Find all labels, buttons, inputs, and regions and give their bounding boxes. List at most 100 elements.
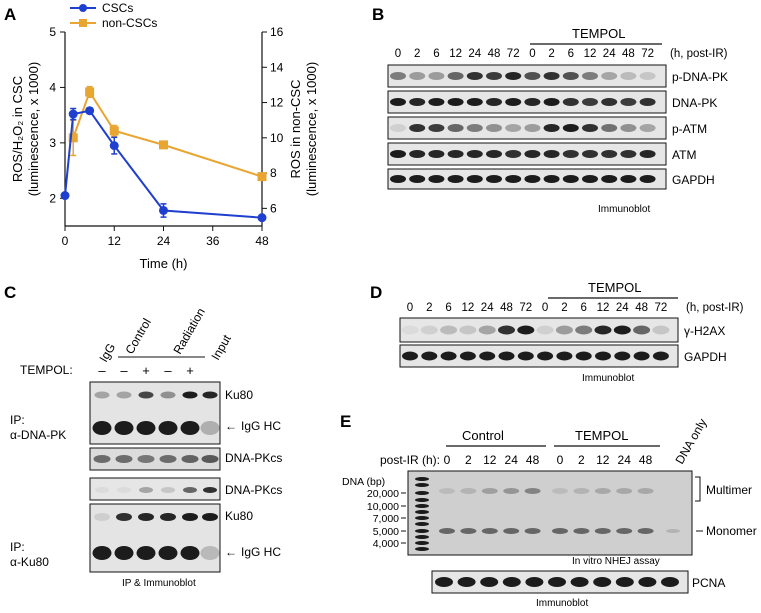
band — [390, 175, 406, 183]
lane-label: 0 — [542, 302, 548, 314]
band — [505, 72, 522, 80]
pcna-band — [525, 577, 544, 587]
label-igghc-top: IgG HC — [241, 419, 281, 433]
band-ku80-top — [94, 391, 110, 399]
band-dnapkcs-mid — [159, 455, 177, 463]
legend-label-0: CSCs — [102, 1, 133, 15]
band — [486, 98, 502, 106]
panel-d: D TEMPOL 0 2 6 12 24 48 72 0 2 6 12 24 48 72 (h, post… — [370, 278, 761, 388]
band-h2ax — [575, 325, 593, 335]
band-gapdh — [402, 351, 418, 361]
legend-marker-csc — [79, 4, 87, 12]
band — [601, 72, 618, 80]
gel-image — [407, 470, 693, 556]
band-dnapkcs-bottom — [139, 487, 153, 493]
panel-d-footer: Immunoblot — [582, 373, 634, 384]
lane-label: 2 — [426, 302, 432, 314]
monomer-label: Monomer — [706, 524, 757, 538]
col-input: Input — [208, 332, 234, 363]
series-line-0 — [64, 109, 263, 219]
panel-d-blot: D TEMPOL 0 2 6 12 24 48 72 0 2 6 12 24 48 72 (h, post… — [370, 280, 744, 384]
lane-label: 6 — [445, 302, 451, 314]
lane-label: 48 — [622, 48, 635, 60]
post-ir-label: post-IR (h): — [380, 453, 440, 467]
band-igghc-top — [92, 421, 112, 435]
multimer-band — [552, 488, 568, 494]
lane-label: 72 — [655, 302, 668, 314]
band — [409, 175, 426, 183]
band — [639, 175, 656, 183]
panel-e-gel: E Control TEMPOL DNA only post-IR (h): 0… — [340, 412, 757, 609]
lane-label: 12 — [597, 302, 610, 314]
pcna-band — [435, 577, 453, 587]
band-gapdh — [575, 351, 592, 361]
band-dnapkcs-mid — [93, 455, 111, 463]
ladder-band — [415, 535, 429, 539]
panel-e-lane-labels: 0 2 12 24 48 0 2 12 24 48 — [444, 453, 653, 467]
band-igghc-bottom — [180, 546, 200, 560]
band — [562, 175, 579, 183]
band-ku80-top — [202, 391, 218, 399]
ladder-label: 20,000 — [367, 488, 399, 500]
lane-label: 72 — [641, 48, 654, 60]
ip1-line2: α-DNA-PK — [10, 428, 66, 442]
lane-label: 72 — [519, 302, 532, 314]
panel-c: C IgG Control Radiation Input TEMPOL: – –… — [0, 278, 300, 608]
band-igghc-top — [200, 421, 220, 435]
dna-bp-label: DNA (bp) — [342, 476, 385, 488]
band — [428, 72, 445, 80]
lane-label: 2 — [414, 48, 420, 60]
ladder-band — [415, 477, 429, 481]
lane-label: 48 — [639, 453, 653, 467]
band — [486, 175, 502, 183]
multimer-label: Multimer — [706, 483, 752, 497]
band — [428, 124, 445, 132]
pcna-band — [593, 577, 612, 587]
lane-label: 12 — [596, 453, 610, 467]
panel-d-bands: γ-H2AX GAPDH — [399, 317, 727, 368]
multimer-band — [637, 488, 654, 494]
data-point-noncsc — [68, 133, 78, 143]
band-dnapkcs-mid — [137, 455, 155, 463]
lane-label: 12 — [584, 48, 597, 60]
band — [524, 98, 541, 106]
band-h2ax — [594, 325, 612, 335]
tempol-sign: – — [98, 363, 106, 378]
ip1-strip-main — [89, 381, 221, 445]
band — [543, 150, 560, 158]
lane-label: 48 — [526, 453, 540, 467]
label-dnapkcs-bottom: DNA-PKcs — [225, 483, 282, 497]
ladder-label: 10,000 — [367, 501, 399, 513]
band-ku80-top — [138, 391, 154, 399]
band — [620, 98, 637, 106]
monomer-band — [573, 528, 590, 534]
band-dnapkcs-mid — [201, 455, 219, 463]
panel-e-footer: Immunoblot — [536, 598, 588, 608]
band — [466, 124, 483, 132]
band-ku80-bottom — [202, 513, 218, 521]
band-h2ax — [459, 325, 477, 335]
y-right-tick-label: 16 — [270, 25, 284, 39]
band — [409, 72, 426, 80]
band — [486, 124, 502, 132]
lane-label: 0 — [557, 453, 564, 467]
band-igghc-top — [158, 421, 178, 435]
ip2-line1: IP: — [10, 540, 25, 554]
multimer-band — [524, 488, 541, 494]
band-igghc-top — [114, 421, 134, 435]
band-h2ax — [555, 325, 573, 335]
band-gapdh — [595, 351, 611, 361]
band — [620, 72, 637, 80]
band — [505, 124, 522, 132]
band-dnapkcs-bottom — [161, 487, 175, 493]
band-h2ax — [517, 325, 535, 335]
y-left-label: ROS/H₂O₂ in CSC (luminescence, x 1000) — [10, 62, 41, 196]
band — [562, 98, 579, 106]
band-gapdh — [633, 351, 650, 361]
lane-label: 24 — [481, 302, 494, 314]
band — [582, 150, 598, 158]
band-h2ax — [401, 325, 419, 335]
band — [601, 98, 618, 106]
data-point-noncsc — [85, 87, 95, 97]
